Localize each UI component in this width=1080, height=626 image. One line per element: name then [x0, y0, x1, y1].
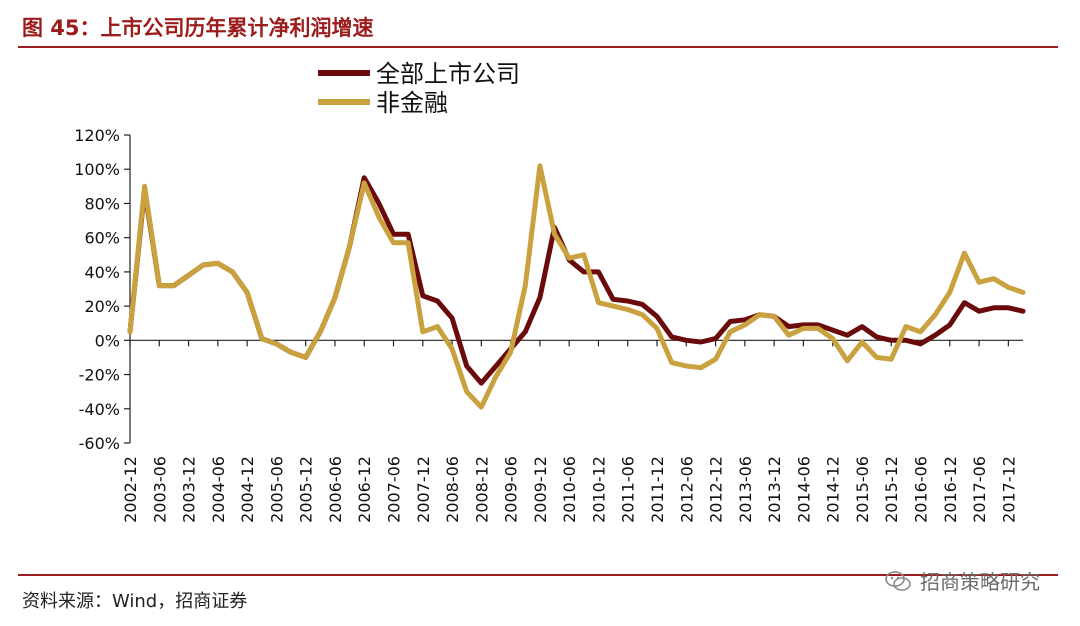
y-tick-label: 0% — [95, 331, 120, 350]
x-tick-label: 2007-06 — [385, 456, 404, 523]
x-tick-label: 2015-06 — [853, 456, 872, 523]
x-tick-label: 2006-06 — [326, 456, 345, 523]
x-tick-label: 2014-06 — [794, 456, 813, 523]
x-tick-label: 2003-06 — [150, 456, 169, 523]
x-tick-label: 2012-06 — [677, 456, 696, 523]
figure-title: 图 45：上市公司历年累计净利润增速 — [22, 16, 374, 40]
watermark-text: 招商策略研究 — [920, 570, 1040, 594]
y-tick-label: -20% — [79, 366, 120, 385]
x-tick-label: 2004-06 — [209, 456, 228, 523]
footer-divider — [18, 574, 1058, 576]
y-tick-label: 80% — [84, 194, 120, 213]
x-tick-label: 2006-12 — [355, 456, 374, 523]
chart-legend: 全部上市公司 非金融 — [318, 60, 520, 117]
x-tick-label: 2009-12 — [531, 456, 550, 523]
x-tick-label: 2005-06 — [267, 456, 286, 523]
x-tick-label: 2005-12 — [297, 456, 316, 523]
x-tick-label: 2014-12 — [824, 456, 843, 523]
series-line-all-listed — [127, 175, 1026, 386]
x-tick-label: 2008-12 — [472, 456, 491, 523]
chart-series — [127, 163, 1026, 410]
y-tick-label: -40% — [79, 400, 120, 419]
x-tick-label: 2016-06 — [912, 456, 931, 523]
x-tick-label: 2012-12 — [707, 456, 726, 523]
y-tick-label: 20% — [84, 297, 120, 316]
x-tick-label: 2015-12 — [882, 456, 901, 523]
watermark: 招商策略研究 — [884, 566, 1040, 595]
x-tick-label: 2009-06 — [502, 456, 521, 523]
y-tick-label: 100% — [74, 160, 120, 179]
title-divider — [18, 46, 1058, 48]
x-tick-label: 2010-12 — [589, 456, 608, 523]
series-line-non-financial — [127, 163, 1026, 410]
x-tick-label: 2017-12 — [999, 456, 1018, 523]
x-tick-label: 2010-06 — [560, 456, 579, 523]
x-tick-label: 2016-12 — [941, 456, 960, 523]
x-tick-label: 2011-12 — [648, 456, 667, 523]
x-tick-label: 2011-06 — [619, 456, 638, 523]
x-tick-label: 2002-12 — [121, 456, 140, 523]
chart-axes: -60% -40% -20% 0% 20% 40% 60% 80% 100% 120% 2002-1… — [74, 126, 1023, 523]
x-tick-label: 2013-12 — [765, 456, 784, 523]
legend-label-nonfin: 非金融 — [376, 89, 448, 117]
x-tick-label: 2003-12 — [180, 456, 199, 523]
y-tick-label: 120% — [74, 126, 120, 145]
x-tick-label: 2013-06 — [736, 456, 755, 523]
source-note: 资料来源：Wind，招商证券 — [22, 591, 248, 612]
x-tick-label: 2004-12 — [238, 456, 257, 523]
y-tick-label: -60% — [79, 434, 120, 453]
wechat-icon — [885, 570, 911, 591]
y-tick-label: 40% — [84, 263, 120, 282]
x-tick-label: 2007-12 — [414, 456, 433, 523]
legend-label-all: 全部上市公司 — [376, 60, 520, 88]
x-tick-label: 2017-06 — [970, 456, 989, 523]
x-tick-label: 2008-06 — [443, 456, 462, 523]
y-tick-label: 60% — [84, 229, 120, 248]
